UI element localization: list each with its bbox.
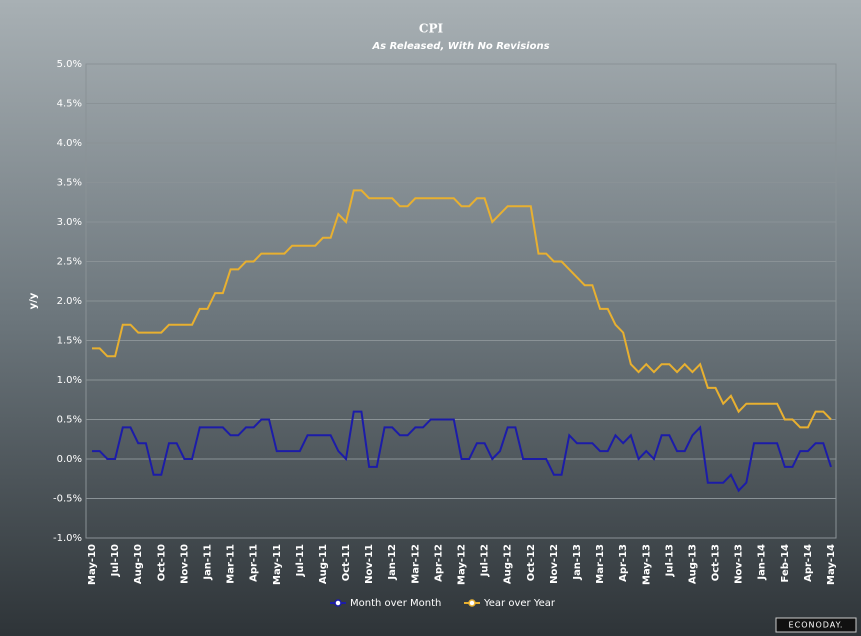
y-tick-label: -0.5% xyxy=(53,494,82,505)
y-tick-label: 0.5% xyxy=(57,415,82,426)
x-tick-label: Jul-11 xyxy=(295,544,306,577)
watermark: ECONODAY. xyxy=(789,621,844,630)
x-tick-label: Nov-12 xyxy=(549,544,560,584)
x-tick-label: Jan-14 xyxy=(757,544,768,581)
x-tick-label: Apr-14 xyxy=(803,544,814,582)
y-tick-label: 4.0% xyxy=(57,138,82,149)
x-tick-label: Jul-12 xyxy=(480,544,491,577)
x-tick-label: Nov-10 xyxy=(179,544,190,584)
x-tick-label: Oct-10 xyxy=(156,544,167,581)
legend-label: Month over Month xyxy=(350,598,441,609)
x-tick-label: Jan-13 xyxy=(572,544,583,581)
legend-marker xyxy=(468,599,476,607)
x-tick-label: May-12 xyxy=(457,544,468,585)
series-line xyxy=(92,189,832,429)
y-tick-label: 0.0% xyxy=(57,454,82,465)
y-tick-label: 5.0% xyxy=(57,59,82,70)
x-tick-label: Jan-12 xyxy=(387,544,398,581)
x-tick-label: Mar-11 xyxy=(226,544,237,584)
x-tick-label: Aug-12 xyxy=(503,544,514,584)
x-tick-label: Jul-10 xyxy=(110,544,121,577)
x-tick-label: Nov-11 xyxy=(364,544,375,584)
x-tick-label: Apr-11 xyxy=(249,544,260,582)
x-tick-label: Apr-13 xyxy=(618,544,629,582)
series-line xyxy=(92,410,832,493)
x-tick-label: Aug-11 xyxy=(318,544,329,584)
chart-subtitle: As Released, With No Revisions xyxy=(371,41,549,52)
x-tick-label: Feb-14 xyxy=(780,544,791,582)
y-tick-label: 1.5% xyxy=(57,336,82,347)
x-tick-label: Aug-10 xyxy=(133,544,144,584)
chart-title: CPI xyxy=(419,22,444,36)
x-tick-label: Mar-13 xyxy=(595,544,606,584)
x-tick-label: Jul-13 xyxy=(664,544,675,577)
x-tick-label: Oct-11 xyxy=(341,544,352,581)
x-tick-label: Mar-12 xyxy=(410,544,421,584)
legend-label: Year over Year xyxy=(483,598,556,609)
x-tick-label: Jan-11 xyxy=(202,544,213,581)
y-tick-label: -1.0% xyxy=(53,533,82,544)
x-tick-label: May-11 xyxy=(272,544,283,585)
y-tick-label: 2.0% xyxy=(57,296,82,307)
x-tick-label: Aug-13 xyxy=(687,544,698,584)
x-tick-label: Nov-13 xyxy=(734,544,745,584)
x-tick-label: May-13 xyxy=(641,544,652,585)
x-tick-label: May-14 xyxy=(826,544,837,585)
legend-marker xyxy=(334,599,342,607)
y-tick-label: 3.0% xyxy=(57,217,82,228)
y-tick-label: 4.5% xyxy=(57,99,82,110)
y-axis-label: y/y xyxy=(28,292,39,309)
x-tick-label: May-10 xyxy=(87,544,98,585)
x-tick-label: Oct-13 xyxy=(711,544,722,581)
y-tick-label: 3.5% xyxy=(57,178,82,189)
y-tick-label: 1.0% xyxy=(57,375,82,386)
x-tick-label: Oct-12 xyxy=(526,544,537,581)
x-tick-label: Apr-12 xyxy=(433,544,444,582)
y-tick-label: 2.5% xyxy=(57,257,82,268)
watermark-box xyxy=(775,617,857,633)
